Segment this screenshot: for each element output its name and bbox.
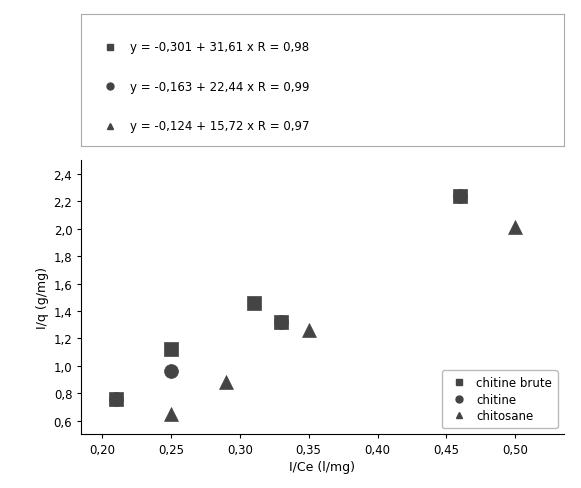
Text: y = -0,163 + 22,44 x R = 0,99: y = -0,163 + 22,44 x R = 0,99 [130,81,309,94]
Point [166,346,175,353]
Point [111,395,120,403]
Legend: chitine brute, chitine, chitosane: chitine brute, chitine, chitosane [442,371,558,428]
Point [249,299,258,307]
Point [166,410,175,418]
Text: y = -0,301 + 31,61 x R = 0,98: y = -0,301 + 31,61 x R = 0,98 [130,41,309,54]
Point [166,367,175,375]
Point [456,193,465,201]
X-axis label: I/Ce (l/mg): I/Ce (l/mg) [289,461,356,473]
Text: y = -0,124 + 15,72 x R = 0,97: y = -0,124 + 15,72 x R = 0,97 [130,120,309,133]
Point [111,395,120,403]
Point [511,224,520,232]
Point [277,318,286,326]
Point [456,193,465,201]
Point [221,379,231,386]
Y-axis label: I/q (g/mg): I/q (g/mg) [37,267,49,328]
Point [277,318,286,326]
Point [304,326,313,334]
